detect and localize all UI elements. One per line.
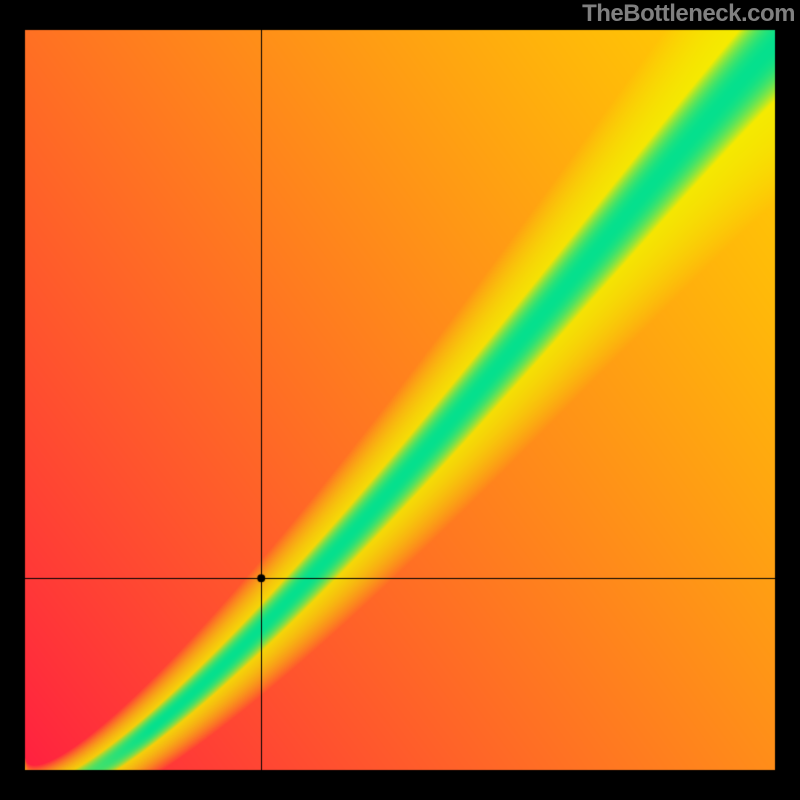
- bottleneck-heatmap: [0, 0, 800, 800]
- root: { "attribution": "TheBottleneck.com", "c…: [0, 0, 800, 800]
- attribution-text: TheBottleneck.com: [582, 0, 800, 28]
